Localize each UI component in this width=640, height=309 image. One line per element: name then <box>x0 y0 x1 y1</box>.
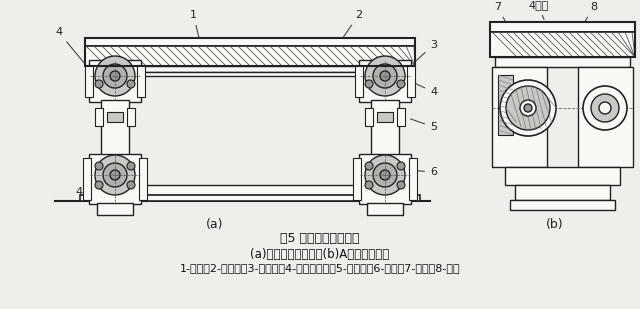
Bar <box>490 32 635 57</box>
Bar <box>355 65 363 97</box>
Bar <box>95 66 405 72</box>
Bar <box>578 67 633 167</box>
Circle shape <box>373 64 397 88</box>
Circle shape <box>524 104 532 112</box>
Text: 3: 3 <box>410 40 437 66</box>
Bar <box>409 158 417 200</box>
Circle shape <box>365 80 373 88</box>
Bar <box>353 158 361 200</box>
Bar <box>495 57 630 67</box>
Bar <box>95 108 103 126</box>
Text: 图5 倍速链使用示意图: 图5 倍速链使用示意图 <box>280 232 360 245</box>
Circle shape <box>110 170 120 180</box>
Circle shape <box>599 102 611 114</box>
Text: 1-工件；2-工装板；3-输送段；4-螺栓安装孔；5-返回段；6-导轨；7-滚子；8-滚轮: 1-工件；2-工装板；3-输送段；4-螺栓安装孔；5-返回段；6-导轨；7-滚子… <box>180 263 460 273</box>
Circle shape <box>365 181 373 189</box>
Text: 8: 8 <box>581 2 597 28</box>
Circle shape <box>127 181 135 189</box>
Text: 6: 6 <box>411 167 437 177</box>
Circle shape <box>95 181 103 189</box>
Circle shape <box>373 163 397 187</box>
Circle shape <box>103 64 127 88</box>
Text: (a)倍速链工作情况；(b)A处局部放大图: (a)倍速链工作情况；(b)A处局部放大图 <box>250 248 390 261</box>
Bar <box>505 167 620 185</box>
Bar <box>85 46 415 66</box>
Bar <box>85 38 415 66</box>
Bar <box>97 203 133 215</box>
Circle shape <box>397 80 405 88</box>
Circle shape <box>500 80 556 136</box>
Bar <box>80 195 420 201</box>
Bar <box>89 60 141 102</box>
Bar <box>101 100 129 155</box>
Bar <box>137 65 145 97</box>
Bar <box>515 185 610 200</box>
Bar <box>492 67 547 167</box>
Bar <box>359 154 411 204</box>
Circle shape <box>103 163 127 187</box>
Circle shape <box>365 162 373 170</box>
Bar <box>85 38 415 46</box>
Bar <box>359 60 411 102</box>
Bar <box>367 203 403 215</box>
Circle shape <box>520 100 536 116</box>
Text: 2: 2 <box>342 10 362 40</box>
Circle shape <box>380 71 390 81</box>
Circle shape <box>110 71 120 81</box>
Text: 7: 7 <box>494 2 509 28</box>
Circle shape <box>583 86 627 130</box>
Bar <box>127 108 135 126</box>
Circle shape <box>95 155 135 195</box>
Bar <box>397 108 405 126</box>
Bar <box>490 22 635 57</box>
Circle shape <box>397 181 405 189</box>
Circle shape <box>380 170 390 180</box>
Bar <box>377 112 393 122</box>
Circle shape <box>95 162 103 170</box>
Circle shape <box>127 162 135 170</box>
Bar <box>510 200 615 210</box>
Bar <box>139 158 147 200</box>
Circle shape <box>591 94 619 122</box>
Text: (b): (b) <box>546 218 564 231</box>
Bar <box>365 108 373 126</box>
Circle shape <box>365 155 405 195</box>
Bar <box>83 158 91 200</box>
Text: 1: 1 <box>190 10 199 39</box>
Bar <box>498 75 513 135</box>
Bar <box>85 65 93 97</box>
Bar <box>107 112 123 122</box>
Bar <box>371 100 399 155</box>
Bar <box>85 38 415 66</box>
Text: (a): (a) <box>206 218 224 231</box>
Circle shape <box>95 80 103 88</box>
Bar <box>407 65 415 97</box>
Circle shape <box>506 86 550 130</box>
Circle shape <box>365 56 405 96</box>
Bar <box>89 154 141 204</box>
Circle shape <box>95 56 135 96</box>
Text: 4: 4 <box>75 179 142 197</box>
Circle shape <box>397 162 405 170</box>
Text: 4放大: 4放大 <box>528 0 548 19</box>
Bar <box>100 72 400 76</box>
Bar <box>490 22 635 32</box>
Text: 4: 4 <box>55 27 88 68</box>
Text: 4: 4 <box>410 81 437 97</box>
Circle shape <box>127 80 135 88</box>
Bar <box>85 185 415 195</box>
Text: 5: 5 <box>411 119 437 132</box>
